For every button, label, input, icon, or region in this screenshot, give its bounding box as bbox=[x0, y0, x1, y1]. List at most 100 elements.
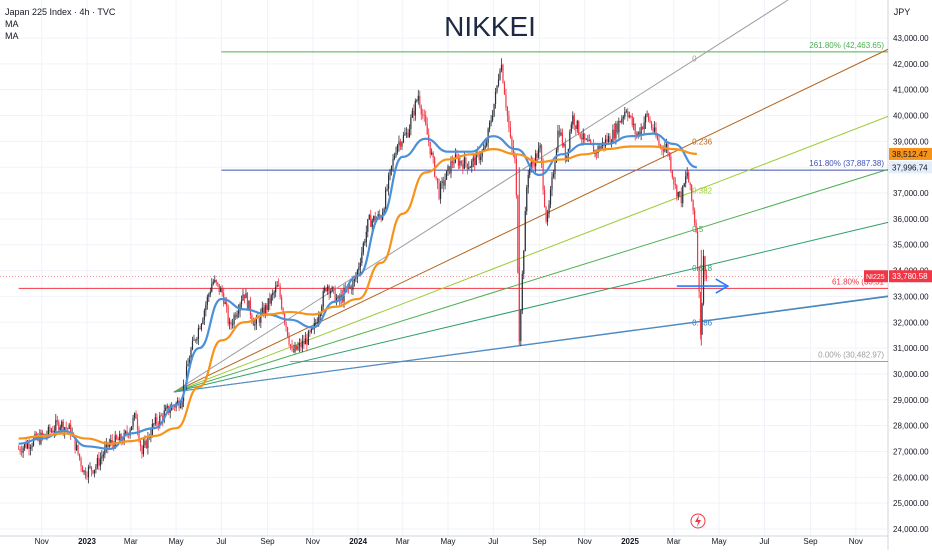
candle-body bbox=[598, 146, 601, 150]
fib-fan-line bbox=[173, 48, 889, 393]
candle-body bbox=[281, 297, 283, 309]
candle-body bbox=[245, 293, 247, 299]
y-tick-label: 24,000.00 bbox=[893, 525, 929, 534]
candle-body bbox=[377, 214, 379, 219]
candle-body bbox=[367, 219, 369, 232]
candle-body bbox=[491, 115, 494, 121]
candle-body bbox=[133, 413, 136, 418]
x-tick-label: 2024 bbox=[349, 537, 367, 546]
candle-body bbox=[425, 115, 427, 125]
currency-label: JPY bbox=[894, 7, 911, 17]
candle-body bbox=[639, 131, 641, 135]
candle-body bbox=[472, 157, 474, 161]
candle-body bbox=[401, 142, 403, 147]
legend-ma-1[interactable]: MA bbox=[5, 19, 19, 29]
fib-fan-line bbox=[173, 168, 889, 393]
candle-body bbox=[162, 415, 164, 421]
candle-body bbox=[217, 282, 219, 285]
candle-body bbox=[560, 132, 562, 136]
x-tick-label: Sep bbox=[532, 537, 547, 546]
candle-body bbox=[316, 322, 318, 324]
candle-body bbox=[578, 120, 580, 135]
candle-body bbox=[627, 111, 629, 117]
candle-body bbox=[272, 293, 274, 296]
candle-body bbox=[494, 91, 497, 104]
candle-body bbox=[215, 280, 217, 283]
candle-body bbox=[552, 173, 555, 177]
candle-body bbox=[374, 216, 376, 222]
candle-body bbox=[306, 338, 308, 345]
candle-body bbox=[487, 128, 489, 144]
y-tick-label: 41,000.00 bbox=[893, 86, 929, 95]
candle-body bbox=[285, 322, 287, 328]
candle-body bbox=[353, 279, 356, 281]
candle-body bbox=[56, 420, 58, 422]
candle-body bbox=[503, 82, 506, 95]
candle-body bbox=[203, 310, 205, 320]
candle-body bbox=[414, 101, 416, 116]
x-axis[interactable]: Nov 2023 Mar May Jul Sep Nov 2024 Mar May Jul Sep No… bbox=[35, 537, 863, 546]
candle-body bbox=[74, 435, 76, 450]
candle-body bbox=[609, 136, 611, 143]
candle-body bbox=[187, 363, 189, 367]
price-label-box bbox=[889, 147, 932, 160]
candle-body bbox=[303, 340, 305, 345]
candle-body bbox=[557, 130, 559, 150]
candle-body bbox=[575, 125, 577, 129]
candle-body bbox=[108, 443, 110, 447]
candle-body bbox=[637, 131, 639, 137]
y-axis[interactable]: 24,000.00 25,000.00 26,000.00 27,000.00 28,0… bbox=[0, 34, 932, 534]
candle-body bbox=[169, 410, 171, 413]
candle-body bbox=[141, 446, 143, 455]
candle-body bbox=[704, 256, 706, 275]
candle-body bbox=[411, 110, 413, 118]
legend-symbol[interactable]: Japan 225 Index · 4h · TVC bbox=[5, 7, 116, 17]
candle-body bbox=[22, 447, 24, 453]
candle-body bbox=[347, 287, 350, 289]
candle-body bbox=[90, 466, 93, 471]
candle-body bbox=[309, 331, 311, 333]
candle-body bbox=[156, 417, 158, 424]
candle-body bbox=[310, 328, 312, 333]
candle-body bbox=[410, 117, 412, 129]
candle-body bbox=[153, 423, 155, 425]
candle-body bbox=[31, 445, 33, 448]
y-tick-label: 25,000.00 bbox=[893, 499, 929, 508]
y-tick-label: 35,000.00 bbox=[893, 241, 929, 250]
candle-body bbox=[404, 133, 406, 136]
candle-body bbox=[300, 343, 302, 348]
lightning-icon[interactable] bbox=[690, 513, 706, 529]
y-tick-label: 27,000.00 bbox=[893, 447, 929, 456]
candle-body bbox=[456, 154, 458, 158]
candle-body bbox=[538, 148, 540, 158]
candle-body bbox=[365, 231, 367, 243]
candle-body bbox=[200, 323, 202, 330]
candle-body bbox=[416, 100, 418, 102]
candle-body bbox=[254, 324, 256, 326]
candle-body bbox=[295, 345, 298, 350]
candle-body bbox=[236, 313, 238, 318]
candle-body bbox=[448, 166, 451, 174]
candle-body bbox=[234, 314, 237, 318]
price-label-box bbox=[889, 270, 932, 283]
candle-body bbox=[665, 144, 667, 148]
candle-body bbox=[273, 292, 275, 294]
candle-body bbox=[197, 327, 200, 339]
candle-body bbox=[439, 183, 442, 199]
candle-body bbox=[405, 132, 408, 134]
fib-ext-label: 161.80% (37,887.38) bbox=[809, 159, 884, 168]
candle-body bbox=[47, 426, 49, 436]
candle-body bbox=[237, 310, 240, 314]
candle-body bbox=[191, 340, 194, 350]
symbol-tag-box bbox=[864, 270, 888, 283]
candle-body bbox=[28, 443, 30, 449]
candle-body bbox=[98, 458, 100, 466]
candle-body bbox=[104, 447, 106, 455]
candle-body bbox=[188, 359, 191, 364]
candle-body bbox=[58, 421, 60, 430]
legend-ma-2[interactable]: MA bbox=[5, 31, 19, 41]
candle-body bbox=[606, 139, 608, 142]
candle-body bbox=[509, 127, 512, 138]
